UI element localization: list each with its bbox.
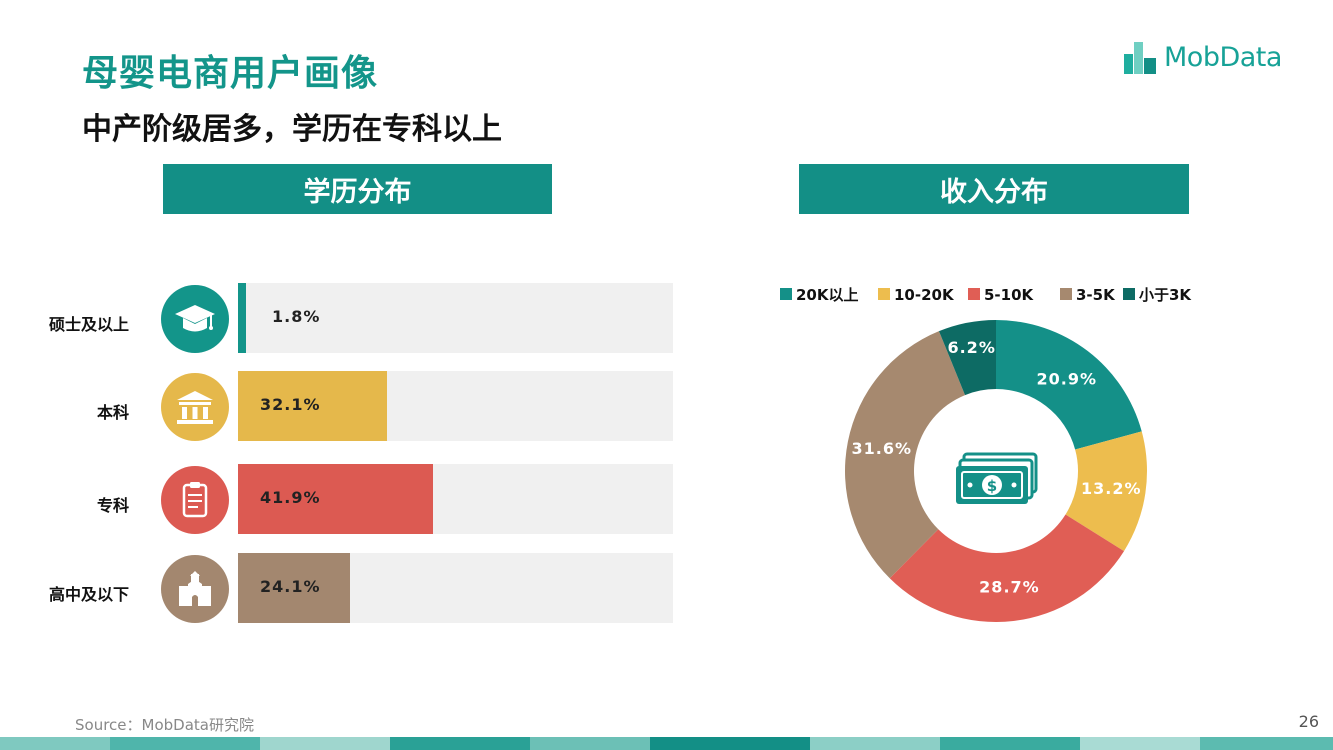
edu-bar-track: 24.1% <box>238 553 673 623</box>
income-legend: 20K以上 10-20K 5-10K 3-5K 小于3K <box>780 286 1192 304</box>
legend-label: 3-5K <box>1076 286 1116 304</box>
page-title: 母婴电商用户画像 <box>82 53 379 94</box>
bank-building-icon <box>161 373 229 441</box>
edu-category-label: 专科 <box>96 496 129 515</box>
legend-swatch <box>1060 288 1072 300</box>
edu-row-associate: 专科 41.9% <box>0 464 700 536</box>
edu-bar <box>238 283 247 353</box>
donut-slice <box>845 331 966 579</box>
legend-swatch <box>878 288 890 300</box>
page-number: 26 <box>1298 712 1319 731</box>
income-donut-chart: 20K以上 10-20K 5-10K 3-5K 小于3K 20.9% 13.2% 28.7%… <box>780 286 1192 622</box>
edu-bar-track: 41.9% <box>238 464 673 534</box>
clipboard-icon <box>161 466 229 534</box>
legend-label: 10-20K <box>894 286 955 304</box>
income-value-labels: 20.9% 13.2% 28.7% 31.6% 6.2% <box>851 338 1142 597</box>
donut-slice <box>996 320 1142 450</box>
decorative-bottom-bar <box>0 737 1333 750</box>
donut-slice <box>889 514 1125 622</box>
donut-value-label: 6.2% <box>947 338 995 357</box>
income-section-header: 收入分布 <box>799 164 1189 214</box>
school-building-icon <box>161 555 229 623</box>
edu-bar-track: 1.8% <box>238 283 673 353</box>
edu-value-label: 1.8% <box>272 307 321 326</box>
donut-value-label: 28.7% <box>979 578 1040 597</box>
page-subtitle: 中产阶级居多，学历在专科以上 <box>82 112 502 147</box>
legend-label: 5-10K <box>984 286 1035 304</box>
svg-text:$: $ <box>987 477 997 495</box>
donut-slice <box>938 320 996 396</box>
edu-value-label: 32.1% <box>260 395 321 414</box>
edu-bar <box>238 553 351 623</box>
donut-value-label: 20.9% <box>1036 369 1097 388</box>
legend-swatch <box>1123 288 1135 300</box>
donut-value-label: 31.6% <box>851 439 912 458</box>
edu-bar <box>238 464 434 534</box>
edu-bar-track: 32.1% <box>238 371 673 441</box>
source-note: Source：MobData研究院 <box>75 716 254 734</box>
donut-value-label: 13.2% <box>1081 479 1142 498</box>
education-section-header: 学历分布 <box>163 164 552 214</box>
edu-category-label: 高中及以下 <box>48 585 129 604</box>
legend-swatch <box>968 288 980 300</box>
graduation-cap-icon <box>161 285 229 353</box>
edu-bar <box>238 371 388 441</box>
legend-swatch <box>780 288 792 300</box>
logo-buildings-icon <box>1124 42 1156 74</box>
edu-row-master: 硕士及以上 1.8% <box>0 283 700 355</box>
legend-label: 小于3K <box>1139 286 1192 304</box>
edu-row-highschool: 高中及以下 24.1% <box>0 553 700 625</box>
mobdata-logo: MobData <box>1122 40 1282 74</box>
income-slices <box>845 320 1147 622</box>
edu-category-label: 硕士及以上 <box>48 315 129 334</box>
edu-row-bachelor: 本科 32.1% <box>0 371 700 443</box>
money-bills-icon: $ <box>956 452 1038 504</box>
logo-text: MobData <box>1164 41 1282 73</box>
edu-category-label: 本科 <box>96 403 129 422</box>
legend-label: 20K以上 <box>796 286 859 304</box>
donut-slice <box>1065 431 1147 552</box>
edu-value-label: 41.9% <box>260 488 321 507</box>
edu-value-label: 24.1% <box>260 577 321 596</box>
